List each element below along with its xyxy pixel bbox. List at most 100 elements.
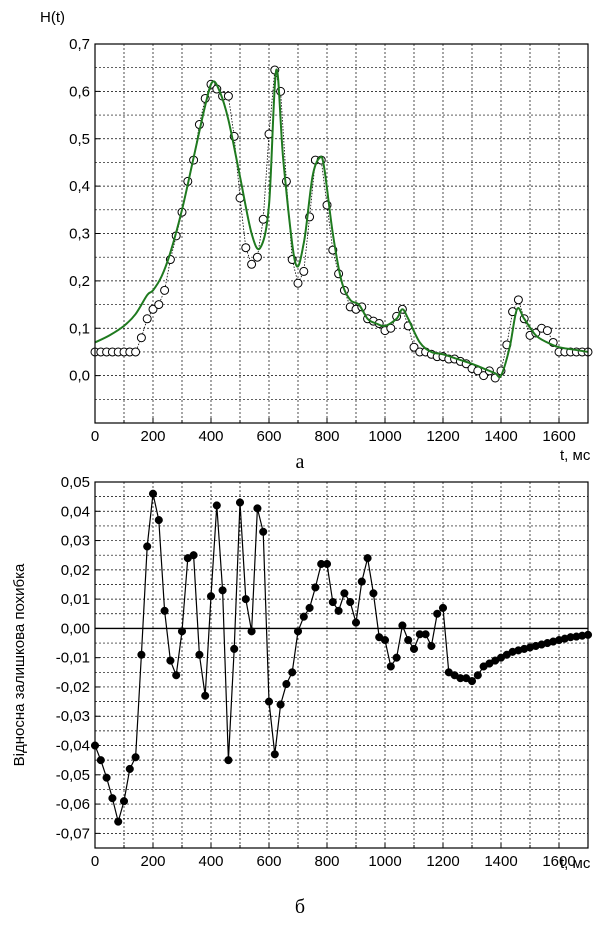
b-point [212,501,221,510]
b-point [369,589,378,598]
chart-a: 0 200 400 600 800 1000 1200 1400 1600 0,0 0,1 0,2 0,… [40,9,593,473]
chart-b-ylabel: Відносна залишкова похибка [11,563,28,766]
b-xtick-label: 400 [198,853,223,870]
b-point [392,653,401,662]
b-point [322,559,332,569]
b-ytick-label: -0,05 [56,767,90,784]
chart-a-series [90,65,593,383]
chart-b-xlabel: t, мс [560,855,591,872]
b-point [386,662,395,671]
a-point [409,342,419,352]
b-point [137,650,146,659]
b-point [230,644,239,653]
b-point [311,583,320,592]
b-point [270,750,279,759]
a-point [241,243,251,253]
b-xtick-label: 1400 [484,853,517,870]
a-ytick-label: 0,6 [69,83,90,100]
b-point [189,551,198,560]
b-point [351,618,361,627]
chart-b-caption: б [295,896,305,918]
b-point [241,595,250,604]
b-point [328,597,337,607]
b-point [224,756,233,765]
b-point [259,527,268,536]
b-point [421,630,430,639]
a-point [136,333,146,343]
chart-b-series [90,489,593,826]
a-point [276,86,286,96]
a-series-1-line [94,68,589,379]
a-xtick-label: 600 [256,428,281,445]
a-xtick-label: 1600 [542,428,575,445]
b-ytick-label: -0,06 [56,796,90,813]
b-point [409,644,419,653]
chart-b-ticks: 0 200 400 600 800 1000 1200 1400 1600 -0,07 -0,06 -… [56,474,576,870]
a-point [142,314,152,324]
b-xtick-label: 1200 [426,853,459,870]
b-xtick-label: 0 [91,853,99,870]
b-point [247,627,256,636]
b-point [119,797,129,806]
a-ytick-label: 0,1 [69,320,90,337]
b-point [177,627,187,636]
chart-b: 0 200 400 600 800 1000 1200 1400 1600 -0,07 -0,06 -… [11,474,593,918]
b-point [218,586,227,595]
b-point [357,577,366,586]
b-point [172,671,181,680]
b-point [108,794,117,803]
b-ytick-label: 0,01 [61,591,90,608]
a-ytick-label: 0,0 [69,368,90,385]
b-xtick-label: 200 [140,853,165,870]
a-ytick-label: 0,5 [69,131,90,148]
chart-b-grid [95,482,588,848]
b-ytick-label: 0,05 [61,474,90,491]
b-ytick-label: -0,07 [56,825,90,842]
b-point [148,489,158,498]
b-ytick-label: -0,03 [56,708,90,725]
a-point [299,266,309,276]
b-ytick-label: -0,01 [56,650,90,667]
a-point [479,371,489,381]
b-point [206,592,216,601]
b-point [340,589,349,598]
chart-a-ticks: 0 200 400 600 800 1000 1200 1400 1600 0,0 0,1 0,2 0,… [69,36,576,445]
a-point [247,259,257,269]
a-point [258,214,268,224]
b-point [380,636,390,645]
b-point [299,612,308,621]
a-point [252,252,262,262]
a-point [160,285,170,295]
a-xtick-label: 1400 [484,428,517,445]
a-point [293,278,303,288]
chart-a-xlabel: t, мс [560,447,591,464]
chart-a-frame [94,43,589,424]
chart-b-frame [94,481,589,849]
b-point [276,700,285,709]
a-xtick-label: 0 [91,428,99,445]
a-ytick-label: 0,7 [69,36,90,53]
b-point [433,609,442,618]
b-point [166,656,175,665]
b-point [264,697,274,706]
b-point [201,691,210,700]
a-point [148,304,158,314]
a-ytick-label: 0,2 [69,273,90,290]
b-point [235,498,245,507]
b-point [143,542,152,551]
a-ytick-label: 0,4 [69,178,90,195]
a-xtick-label: 1200 [426,428,459,445]
chart-a-caption: а [296,451,305,473]
b-point [334,606,343,615]
b-ytick-label: -0,02 [56,679,90,696]
a-ytick-label: 0,3 [69,226,90,243]
b-point [293,627,303,636]
b-xtick-label: 600 [256,853,281,870]
a-xtick-label: 800 [314,428,339,445]
b-point [114,817,123,826]
b-point [404,636,413,645]
b-point [427,641,436,651]
a-point [131,347,141,357]
a-point [223,91,233,101]
